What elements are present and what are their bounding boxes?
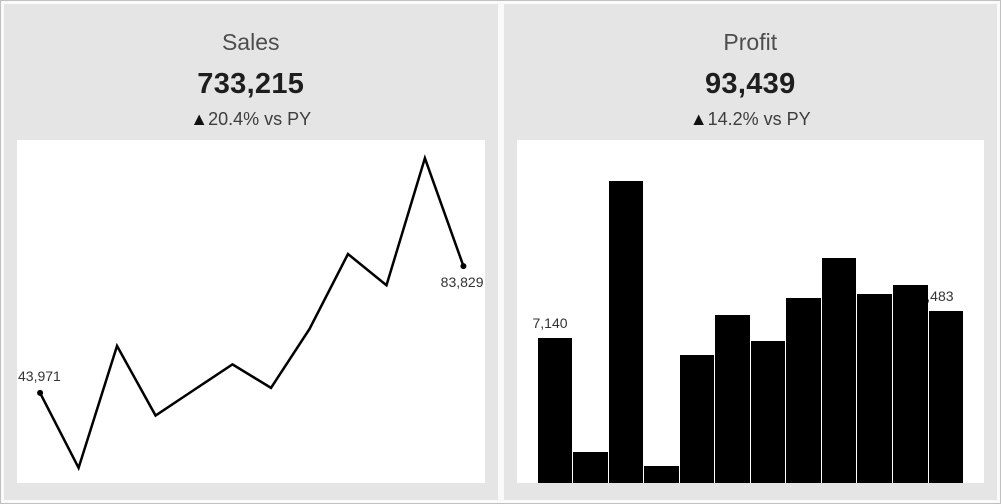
- profit-delta-text: 14.2% vs PY: [707, 109, 811, 129]
- profit-bar[interactable]: [750, 341, 786, 483]
- profit-bar[interactable]: [892, 284, 928, 483]
- profit-card-title: Profit: [723, 29, 778, 55]
- sales-delta-text: 20.4% vs PY: [208, 109, 312, 129]
- line-endpoint-marker[interactable]: [460, 263, 467, 270]
- profit-bar[interactable]: [644, 465, 679, 483]
- sales-kpi-delta: ▲20.4% vs PY: [4, 109, 498, 130]
- profit-bar[interactable]: [786, 297, 821, 483]
- profit-bar[interactable]: [715, 315, 750, 483]
- profit-bars-group: [537, 140, 964, 483]
- sales-kpi-value: 733,215: [197, 68, 305, 100]
- profit-bar[interactable]: [608, 181, 644, 483]
- profit-bar[interactable]: [679, 354, 715, 483]
- profit-bar-chart[interactable]: 7,140 8,483: [516, 140, 984, 483]
- profit-kpi-card: Profit 93,439 ▲14.2% vs PY 7,140 8,483: [503, 4, 998, 500]
- profit-bar[interactable]: [857, 293, 892, 483]
- profit-bar[interactable]: [821, 258, 857, 483]
- profit-kpi-value: 93,439: [705, 68, 796, 100]
- up-triangle-icon: ▲: [190, 109, 209, 129]
- profit-bar[interactable]: [573, 451, 608, 483]
- sales-line-chart[interactable]: 43,971 83,829: [17, 140, 485, 483]
- sales-trend-line[interactable]: [17, 140, 485, 483]
- profit-bar[interactable]: [928, 310, 964, 483]
- up-triangle-icon: ▲: [689, 109, 708, 129]
- line-endpoint-marker[interactable]: [37, 389, 44, 396]
- sales-kpi-card: Sales 733,215 ▲20.4% vs PY 43,971 83,829: [4, 4, 498, 500]
- line-last-point-label: 83,829: [440, 274, 484, 290]
- profit-bar[interactable]: [537, 337, 573, 483]
- bar-first-label: 7,140: [532, 315, 568, 331]
- sales-card-title: Sales: [221, 29, 280, 55]
- line-first-point-label: 43,971: [18, 368, 61, 384]
- profit-kpi-delta: ▲14.2% vs PY: [504, 109, 998, 130]
